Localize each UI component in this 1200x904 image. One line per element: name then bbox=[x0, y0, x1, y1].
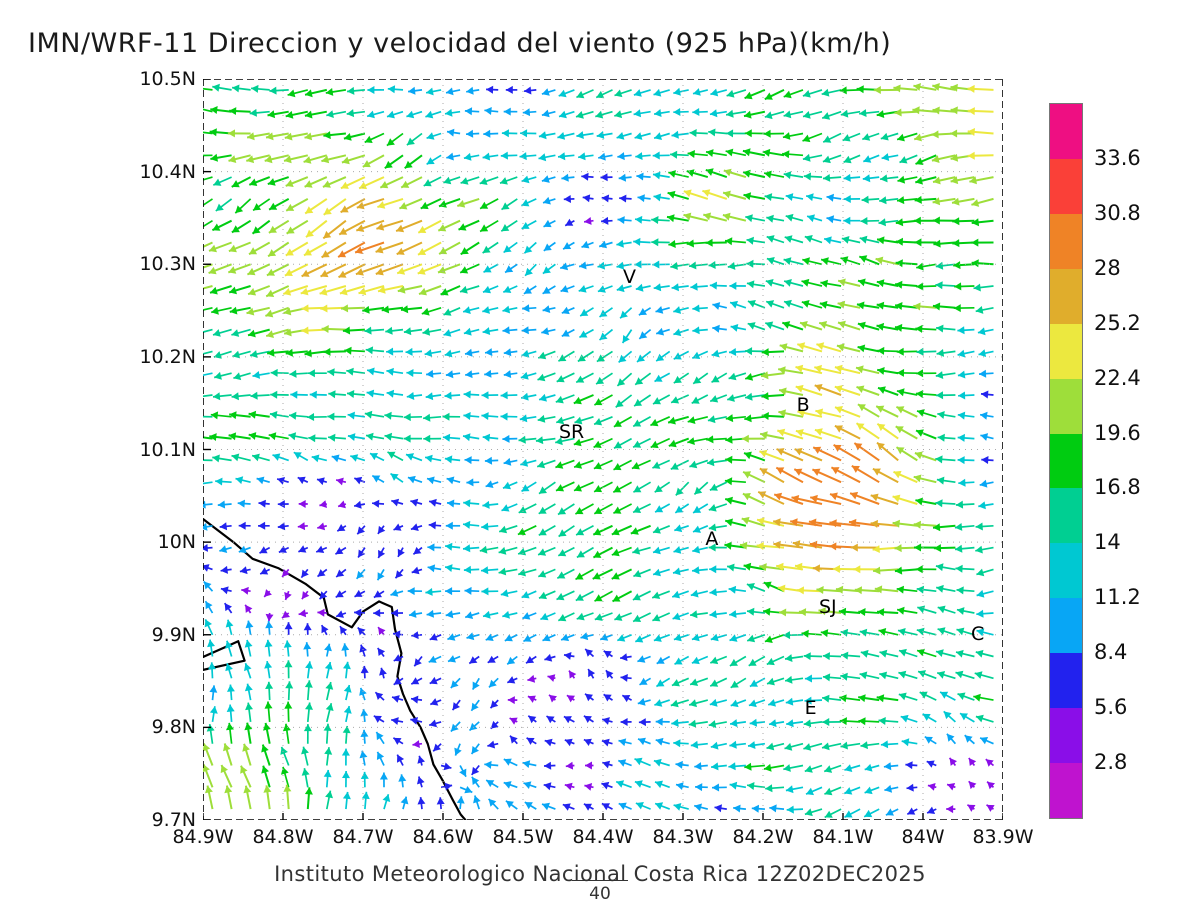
plot-area bbox=[203, 79, 1003, 820]
colorbar bbox=[1049, 103, 1083, 819]
city-label-b: B bbox=[797, 394, 810, 416]
y-axis-tick-label: 10N bbox=[120, 531, 196, 553]
y-axis-tick-label: 9.7N bbox=[120, 809, 196, 831]
footer-credit: Instituto Meteorologico Nacional Costa R… bbox=[0, 862, 1200, 886]
colorbar-tick-label: 11.2 bbox=[1094, 585, 1141, 609]
scale-bar bbox=[572, 880, 628, 881]
colorbar-segment bbox=[1050, 434, 1082, 489]
city-label-sr: SR bbox=[559, 421, 584, 443]
city-label-sj: SJ bbox=[819, 596, 837, 618]
city-label-e: E bbox=[805, 697, 817, 719]
x-axis-tick-label: 84.7W bbox=[332, 826, 393, 848]
colorbar-tick-label: 19.6 bbox=[1094, 421, 1141, 445]
x-axis-tick-label: 84.5W bbox=[492, 826, 553, 848]
colorbar-tick-label: 16.8 bbox=[1094, 475, 1141, 499]
colorbar-segment bbox=[1050, 763, 1082, 818]
x-axis-tick-label: 84.3W bbox=[652, 826, 713, 848]
colorbar-tick-label: 28 bbox=[1094, 256, 1121, 280]
colorbar-tick-label: 14 bbox=[1094, 530, 1121, 554]
colorbar-tick-label: 22.4 bbox=[1094, 366, 1141, 390]
x-axis-tick-label: 84.4W bbox=[572, 826, 633, 848]
city-label-c: C bbox=[971, 623, 984, 645]
colorbar-segment bbox=[1050, 379, 1082, 434]
colorbar-segment bbox=[1050, 543, 1082, 598]
colorbar-tick-label: 8.4 bbox=[1094, 640, 1127, 664]
colorbar-segment bbox=[1050, 324, 1082, 379]
colorbar-segment bbox=[1050, 488, 1082, 543]
colorbar-tick-label: 2.8 bbox=[1094, 750, 1127, 774]
x-axis-tick-label: 84W bbox=[902, 826, 945, 848]
colorbar-segment bbox=[1050, 708, 1082, 763]
colorbar-segment bbox=[1050, 653, 1082, 708]
colorbar-tick-label: 25.2 bbox=[1094, 311, 1141, 335]
y-axis-tick-label: 10.2N bbox=[120, 346, 196, 368]
colorbar-tick-label: 33.6 bbox=[1094, 146, 1141, 170]
y-axis-tick-label: 10.5N bbox=[120, 68, 196, 90]
colorbar-segment bbox=[1050, 159, 1082, 214]
x-axis-tick-label: 84.2W bbox=[732, 826, 793, 848]
city-label-a: A bbox=[705, 528, 718, 550]
colorbar-segment bbox=[1050, 214, 1082, 269]
y-axis-tick-label: 10.4N bbox=[120, 161, 196, 183]
x-axis-tick-label: 84.8W bbox=[252, 826, 313, 848]
chart-title: IMN/WRF-11 Direccion y velocidad del vie… bbox=[28, 28, 891, 59]
y-axis-tick-label: 10.1N bbox=[120, 439, 196, 461]
scale-reference-value: 40 bbox=[0, 884, 1200, 904]
city-label-v: V bbox=[623, 266, 636, 288]
colorbar-segment bbox=[1050, 269, 1082, 324]
y-axis-tick-label: 9.9N bbox=[120, 624, 196, 646]
x-axis-tick-label: 84.6W bbox=[412, 826, 473, 848]
colorbar-tick-label: 30.8 bbox=[1094, 201, 1141, 225]
y-axis-tick-label: 9.8N bbox=[120, 716, 196, 738]
colorbar-segment bbox=[1050, 598, 1082, 653]
x-axis-tick-label: 84.1W bbox=[812, 826, 873, 848]
colorbar-segment bbox=[1050, 104, 1082, 159]
x-axis-tick-label: 83.9W bbox=[972, 826, 1033, 848]
y-axis-tick-label: 10.3N bbox=[120, 253, 196, 275]
colorbar-tick-label: 5.6 bbox=[1094, 695, 1127, 719]
wind-vector-field bbox=[203, 79, 1003, 820]
